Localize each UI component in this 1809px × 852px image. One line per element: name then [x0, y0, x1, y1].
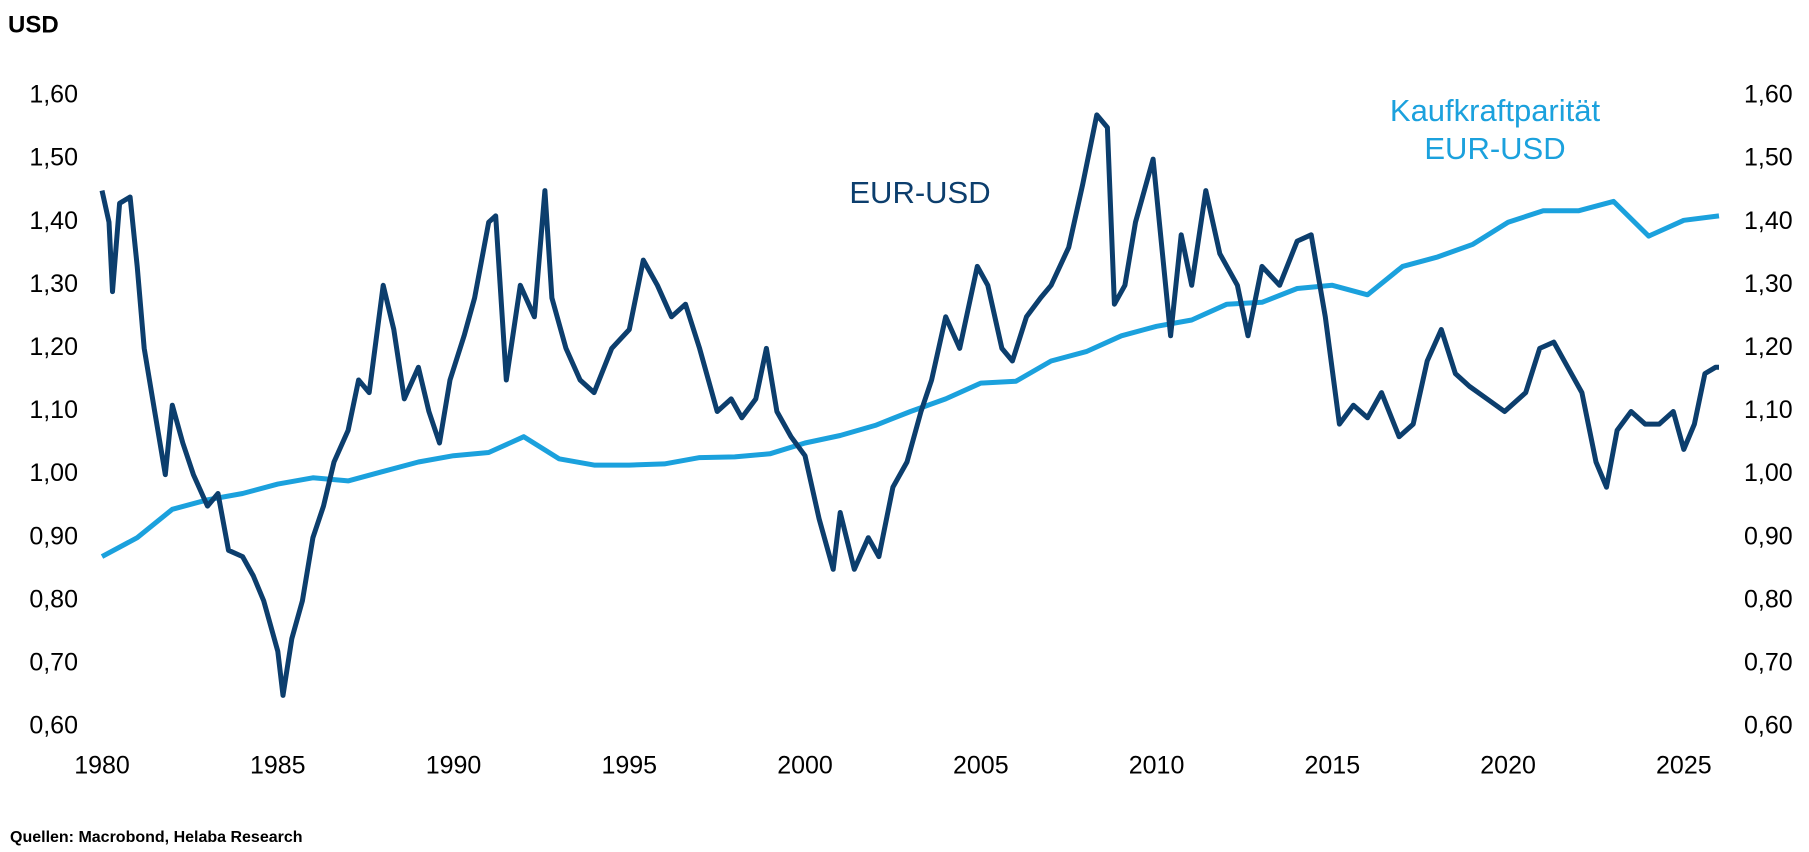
y2-tick-label: 0,90 — [1744, 522, 1793, 550]
y2-tick-label: 1,00 — [1744, 459, 1793, 487]
y-tick-label: 0,60 — [29, 712, 78, 740]
y2-tick-label: 1,40 — [1744, 207, 1793, 235]
y2-tick-label: 1,60 — [1744, 81, 1793, 109]
x-tick-label: 2020 — [1480, 752, 1536, 780]
y2-tick-label: 0,80 — [1744, 585, 1793, 613]
x-tick-label: 1990 — [426, 752, 482, 780]
x-tick-label: 2010 — [1129, 752, 1185, 780]
y2-tick-label: 1,50 — [1744, 144, 1793, 172]
series-label: EUR-USD — [849, 175, 991, 210]
series-label: Kaufkraftparität EUR-USD — [1389, 93, 1601, 166]
x-tick-label: 2025 — [1656, 752, 1712, 780]
y-tick-label: 1,00 — [29, 459, 78, 487]
y2-tick-label: 0,70 — [1744, 649, 1793, 677]
y-tick-label: 1,30 — [29, 270, 78, 298]
x-tick-label: 1995 — [601, 752, 657, 780]
y-tick-label: 1,20 — [29, 333, 78, 361]
y2-tick-label: 1,10 — [1744, 396, 1793, 424]
y-tick-label: 1,50 — [29, 144, 78, 172]
y-tick-label: 0,70 — [29, 649, 78, 677]
y-tick-label: 1,40 — [29, 207, 78, 235]
y-tick-label: 1,10 — [29, 396, 78, 424]
x-tick-label: 2005 — [953, 752, 1009, 780]
y2-tick-label: 1,20 — [1744, 333, 1793, 361]
y-axis-label: USD — [8, 11, 59, 38]
y-tick-label: 0,90 — [29, 522, 78, 550]
x-tick-label: 2000 — [777, 752, 833, 780]
y2-tick-label: 0,60 — [1744, 712, 1793, 740]
data-line — [99, 112, 1719, 698]
y-tick-label: 0,80 — [29, 585, 78, 613]
x-tick-label: 1985 — [250, 752, 306, 780]
data-line — [100, 198, 1720, 559]
x-tick-label: 2015 — [1305, 752, 1361, 780]
source-note: Quellen: Macrobond, Helaba Research — [10, 829, 303, 846]
y2-tick-label: 1,30 — [1744, 270, 1793, 298]
x-tick-label: 1980 — [74, 752, 130, 780]
y-tick-label: 1,60 — [29, 81, 78, 109]
